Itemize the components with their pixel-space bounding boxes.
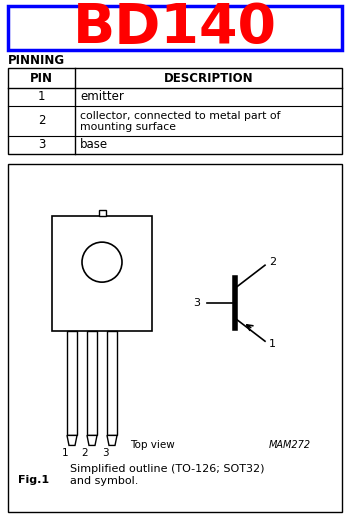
Text: 2: 2 xyxy=(82,448,88,459)
Text: Simplified outline (TO-126; SOT32)
and symbol.: Simplified outline (TO-126; SOT32) and s… xyxy=(70,464,265,486)
Text: base: base xyxy=(80,138,108,151)
Text: PIN: PIN xyxy=(30,71,53,84)
Text: DESCRIPTION: DESCRIPTION xyxy=(164,71,253,84)
Text: 2: 2 xyxy=(38,114,45,127)
Text: 1: 1 xyxy=(269,339,276,349)
Text: 1: 1 xyxy=(62,448,68,459)
Text: PINNING: PINNING xyxy=(8,54,65,67)
Bar xyxy=(67,331,77,435)
Text: emitter: emitter xyxy=(80,90,124,103)
Text: 1: 1 xyxy=(38,90,45,103)
Text: 3: 3 xyxy=(102,448,108,459)
Bar xyxy=(8,68,342,154)
Text: BD140: BD140 xyxy=(73,1,277,55)
Bar xyxy=(52,216,152,331)
Text: 3: 3 xyxy=(193,298,200,308)
Text: collector, connected to metal part of: collector, connected to metal part of xyxy=(80,111,280,121)
Polygon shape xyxy=(107,435,117,446)
Bar xyxy=(8,6,342,50)
Text: mounting surface: mounting surface xyxy=(80,122,176,132)
Bar xyxy=(107,331,117,435)
Polygon shape xyxy=(67,435,77,446)
Text: Top view: Top view xyxy=(130,440,175,450)
Bar xyxy=(8,164,342,512)
Bar xyxy=(87,331,97,435)
Text: 3: 3 xyxy=(38,138,45,151)
Text: Fig.1: Fig.1 xyxy=(18,475,49,485)
Polygon shape xyxy=(87,435,97,446)
Bar xyxy=(98,210,105,216)
Text: 2: 2 xyxy=(269,257,276,267)
Circle shape xyxy=(82,242,122,282)
Text: MAM272: MAM272 xyxy=(269,440,311,450)
